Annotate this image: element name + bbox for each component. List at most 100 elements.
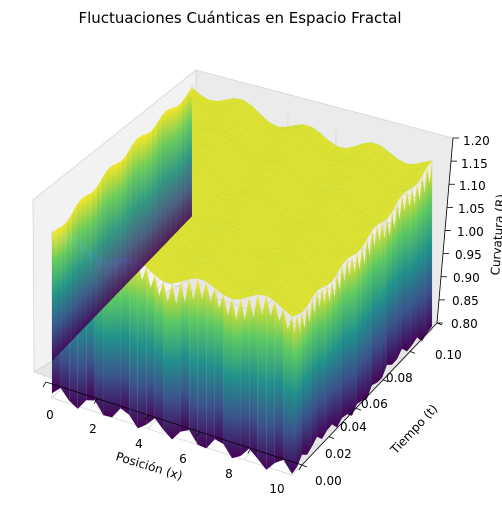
surface-left-panel xyxy=(142,134,147,268)
surface-front-panel xyxy=(129,257,138,429)
x-axis-line xyxy=(45,381,303,466)
surface-side-panel xyxy=(392,202,397,365)
surface-front-panel xyxy=(112,257,121,418)
surface-side-panel xyxy=(422,166,427,342)
z-tick-label: 1.00 xyxy=(457,225,484,239)
surface-side-panel xyxy=(317,287,322,439)
y-tick-mark xyxy=(409,351,416,354)
y-tick-label: 0.06 xyxy=(361,397,388,411)
surface-side-panel xyxy=(357,247,362,405)
surface-left-panel xyxy=(137,135,142,274)
surface-front-panel xyxy=(146,267,155,425)
surface-front-panel xyxy=(163,281,172,440)
surface-side-panel xyxy=(327,281,332,431)
surface-left-panel xyxy=(177,102,182,232)
z-tick-label: 1.05 xyxy=(458,202,485,216)
y-tick-mark xyxy=(328,436,335,439)
surface-plot xyxy=(51,87,433,474)
surface-front-panel xyxy=(214,287,224,444)
surface-left-panel xyxy=(147,130,152,263)
surface-side-panel xyxy=(417,175,422,342)
surface-side-panel xyxy=(322,285,327,439)
y-axis-label: Tiempo (t) xyxy=(387,402,440,458)
surface-left-panel xyxy=(57,226,62,357)
surface-side-panel xyxy=(387,211,392,365)
surface-side-panel xyxy=(367,230,372,399)
surface-left-panel xyxy=(117,160,122,294)
surface-front-panel xyxy=(172,281,181,440)
x-tick-mark xyxy=(298,464,303,471)
x-axis-label: Posición (x) xyxy=(114,449,184,483)
z-tick-label: 0.90 xyxy=(453,271,480,285)
surface-left-panel xyxy=(107,165,112,305)
z-tick-label: 0.95 xyxy=(455,248,482,262)
x-tick-mark xyxy=(247,448,252,454)
x-tick-mark xyxy=(196,431,200,438)
surface-front-panel xyxy=(197,278,207,449)
surface-left-panel xyxy=(167,108,172,243)
surface-front-panel xyxy=(274,300,284,463)
y-tick-mark xyxy=(382,379,389,383)
surface-front-panel xyxy=(189,278,198,445)
x-tick-mark xyxy=(145,414,149,421)
x-tick-label: 8 xyxy=(225,467,233,481)
surface-side-panel xyxy=(352,253,357,416)
z-tick-label: 1.20 xyxy=(463,134,490,148)
surface-side-panel xyxy=(297,312,302,468)
surface-left-panel xyxy=(112,163,117,300)
x-tick-label: 10 xyxy=(269,482,284,496)
y-tick-mark xyxy=(301,464,308,468)
surface-left-panel xyxy=(122,154,127,289)
surface-left-panel xyxy=(132,138,137,279)
surface-left-panel xyxy=(187,87,192,222)
surface-front-panel xyxy=(120,257,130,415)
surface-left-panel xyxy=(87,192,92,325)
x-tick-label: 0 xyxy=(46,408,54,422)
surface-left-panel xyxy=(162,110,167,248)
surface-left-panel xyxy=(82,195,87,331)
y-axis-line xyxy=(301,322,438,466)
surface-left-panel xyxy=(97,178,102,315)
x-tick-mark xyxy=(93,398,98,404)
x-tick-mark xyxy=(42,381,47,388)
surface-side-panel xyxy=(292,314,297,474)
surface-left-panel xyxy=(62,221,67,351)
surface-side-panel xyxy=(412,183,417,346)
z-axis-label: Curvatura (R) xyxy=(488,194,502,276)
x-tick-label: 4 xyxy=(135,437,143,451)
surface-front-panel xyxy=(206,281,215,449)
surface-side-panel xyxy=(397,194,402,360)
surface-side-panel xyxy=(427,160,432,333)
surface-side-panel xyxy=(337,264,342,428)
surface-front-panel xyxy=(266,295,275,470)
surface-left-panel xyxy=(127,145,132,284)
surface-side-panel xyxy=(407,188,412,352)
z-tick-label: 1.10 xyxy=(459,179,486,193)
x-tick-label: 2 xyxy=(89,422,97,436)
surface-left-panel xyxy=(52,229,57,362)
surface-side-panel xyxy=(382,218,387,379)
x-tick-label: 6 xyxy=(179,452,187,466)
surface-side-panel xyxy=(307,297,312,455)
surface-front-panel xyxy=(154,275,164,430)
y-tick-mark xyxy=(355,407,362,411)
surface-side-panel xyxy=(342,258,347,419)
surface-left-panel xyxy=(102,170,107,310)
y-tick-label: 0.08 xyxy=(386,371,413,385)
surface-side-panel xyxy=(362,238,367,401)
z-tick-label: 0.80 xyxy=(451,317,478,331)
surface-left-panel xyxy=(182,94,187,227)
y-tick-label: 0.02 xyxy=(325,447,352,461)
z-tick-label: 1.15 xyxy=(461,157,488,171)
surface-side-panel xyxy=(332,273,337,428)
surface-front-panel xyxy=(240,296,250,457)
surface-front-panel xyxy=(232,298,241,459)
surface-side-panel xyxy=(402,190,407,352)
surface-side-panel xyxy=(377,222,382,383)
surface-front-panel xyxy=(223,294,232,459)
surface-left-panel xyxy=(152,123,157,258)
surface-left-panel xyxy=(72,204,77,341)
surface-side-panel xyxy=(347,255,352,416)
z-tick-label: 0.85 xyxy=(452,294,479,308)
